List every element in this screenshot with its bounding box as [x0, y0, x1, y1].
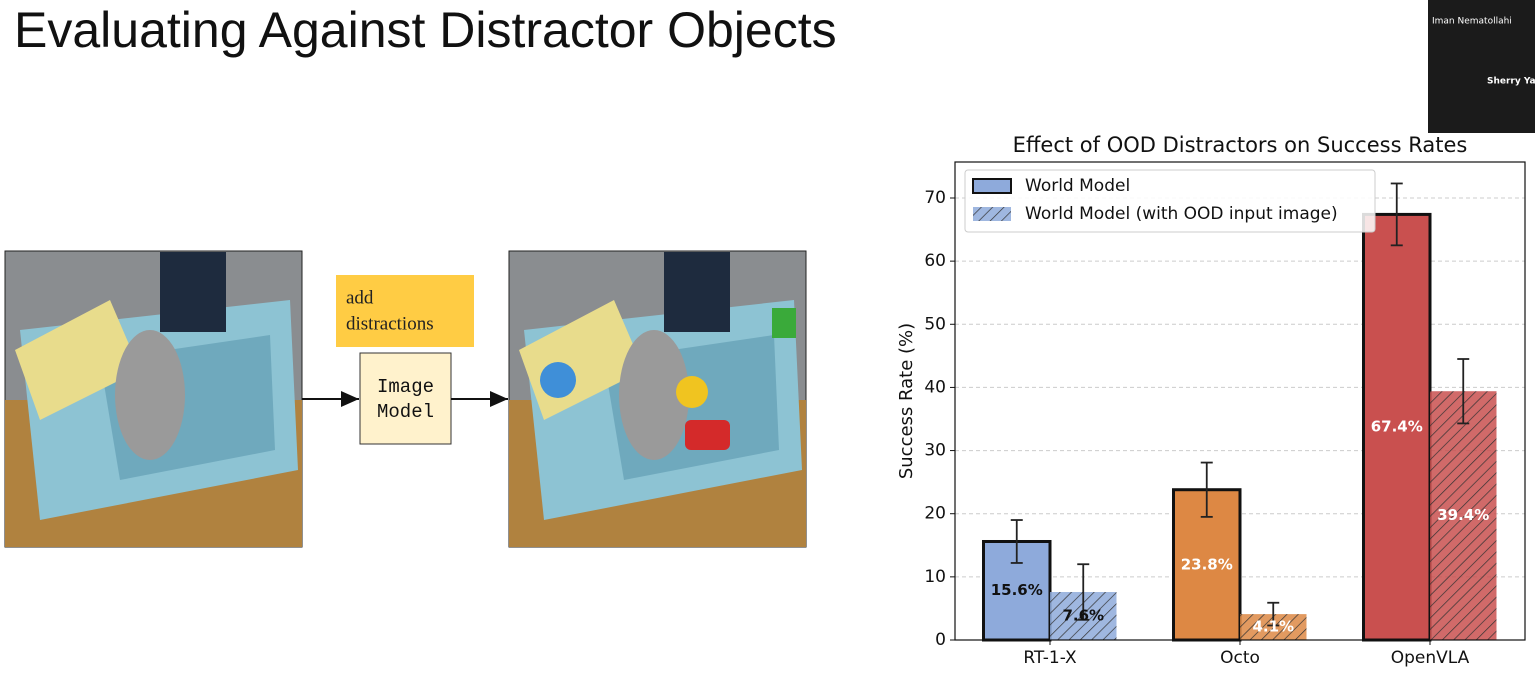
y-tick-label: 40	[924, 377, 946, 397]
participant-name: Iman Nematollahi	[1432, 17, 1512, 27]
y-tick-label: 10	[924, 567, 946, 587]
y-tick-label: 0	[935, 630, 946, 650]
model-box	[359, 352, 452, 445]
model-text: Image	[377, 376, 434, 398]
x-tick-label: RT-1-X	[1023, 648, 1077, 668]
model-text: Model	[377, 401, 434, 423]
bar	[1430, 391, 1497, 640]
plot-frame	[954, 161, 1526, 641]
legend-box	[964, 169, 1376, 233]
chart-title: Effect of OOD Distractors on Success Rat…	[1013, 133, 1468, 157]
y-tick-label: 50	[924, 314, 946, 334]
y-tick-label: 70	[924, 188, 946, 208]
value-label: 4.1%	[1252, 618, 1294, 636]
value-label: 7.6%	[1062, 607, 1104, 625]
note-text: add	[346, 287, 374, 308]
legend-label: World Model (with OOD input image)	[1025, 204, 1338, 224]
original-image	[4, 250, 303, 548]
video-tile	[1428, 0, 1535, 133]
x-tick-label: Octo	[1220, 648, 1260, 668]
edited-image	[508, 250, 807, 548]
value-label: 39.4%	[1437, 506, 1489, 524]
value-label: 23.8%	[1181, 555, 1233, 573]
value-label: 67.4%	[1371, 418, 1423, 436]
legend-label: World Model	[1025, 176, 1130, 196]
y-tick-label: 60	[924, 251, 946, 271]
participant-name: Sherry Ya	[1487, 77, 1535, 87]
value-label: 15.6%	[991, 581, 1043, 599]
y-tick-label: 30	[924, 441, 946, 461]
x-tick-label: OpenVLA	[1391, 648, 1470, 668]
slide-title: Evaluating Against Distractor Objects	[14, 2, 837, 58]
legend-swatch	[973, 207, 1011, 221]
chart: Effect of OOD Distractors on Success Rat…	[896, 133, 1526, 668]
note-text: distractions	[346, 313, 434, 334]
bar	[1362, 212, 1432, 642]
note-box	[336, 275, 474, 347]
y-axis-label: Success Rate (%)	[896, 323, 917, 479]
y-tick-label: 20	[924, 504, 946, 524]
legend-swatch	[972, 178, 1012, 194]
